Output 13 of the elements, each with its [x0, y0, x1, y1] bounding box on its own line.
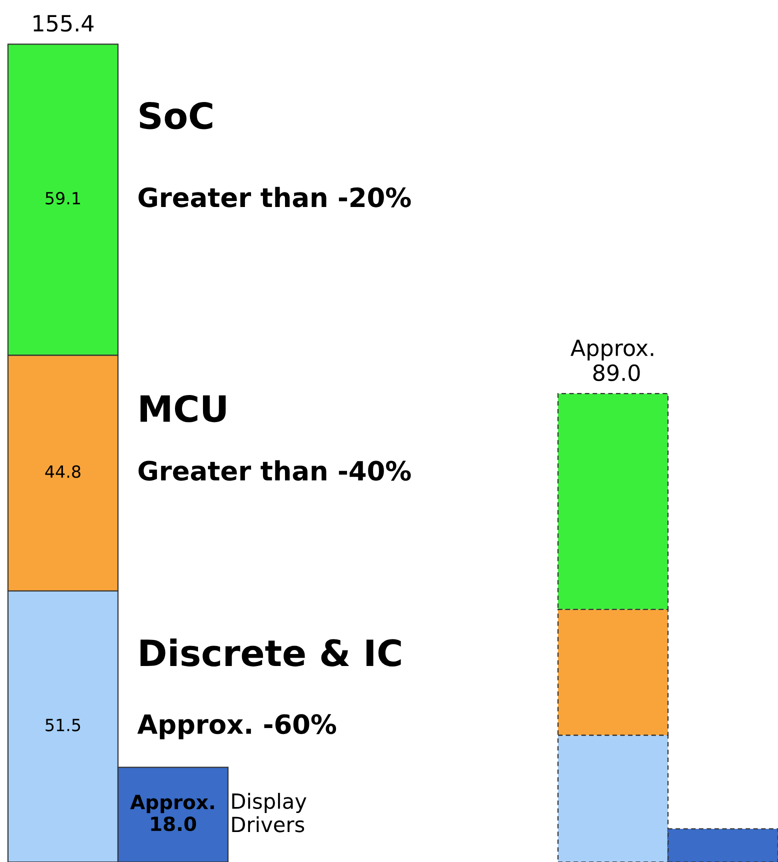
annotation: Greater than -40% — [138, 460, 411, 481]
series-label: SoC — [140, 102, 212, 130]
total-label: 155.4 — [34, 15, 94, 32]
data-label: 51.5 — [46, 718, 80, 732]
series-label: Discrete & IC — [140, 638, 401, 666]
annotation: Approx. -60% — [137, 714, 336, 740]
series-label: MCU — [140, 394, 226, 422]
annotation: Greater than -20% — [138, 186, 411, 208]
data-label: 44.8 — [45, 465, 80, 478]
total-label: Approx. 89.0 — [570, 340, 654, 382]
series-label: Display Drivers — [232, 792, 306, 832]
data-label: Approx. 18.0 — [130, 794, 214, 832]
data-label: 59.1 — [46, 192, 80, 205]
